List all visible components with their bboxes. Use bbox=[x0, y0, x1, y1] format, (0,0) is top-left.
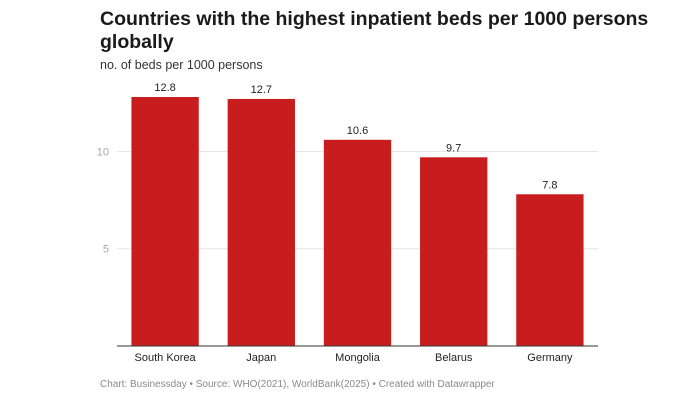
bar bbox=[323, 139, 392, 346]
data-label: 10.6 bbox=[347, 125, 368, 137]
y-tick-label: 10 bbox=[97, 146, 109, 158]
chart-title: Countries with the highest inpatient bed… bbox=[100, 8, 649, 53]
x-tick-label: Mongolia bbox=[335, 352, 381, 364]
data-label: 12.8 bbox=[154, 82, 175, 94]
data-label: 9.7 bbox=[446, 142, 461, 154]
x-tick-label: Japan bbox=[246, 352, 276, 364]
data-label: 7.8 bbox=[542, 179, 557, 191]
chart-footer: Chart: Businessday • Source: WHO(2021), … bbox=[100, 379, 495, 390]
chart-subtitle: no. of beds per 1000 persons bbox=[100, 58, 263, 72]
bar bbox=[420, 157, 488, 346]
y-tick-label: 5 bbox=[103, 244, 109, 256]
bar bbox=[131, 97, 199, 346]
bar bbox=[516, 194, 584, 346]
bar bbox=[227, 98, 295, 346]
data-label: 12.7 bbox=[251, 84, 272, 96]
x-tick-label: Germany bbox=[527, 352, 573, 364]
x-tick-label: South Korea bbox=[135, 352, 197, 364]
x-tick-label: Belarus bbox=[435, 352, 473, 364]
